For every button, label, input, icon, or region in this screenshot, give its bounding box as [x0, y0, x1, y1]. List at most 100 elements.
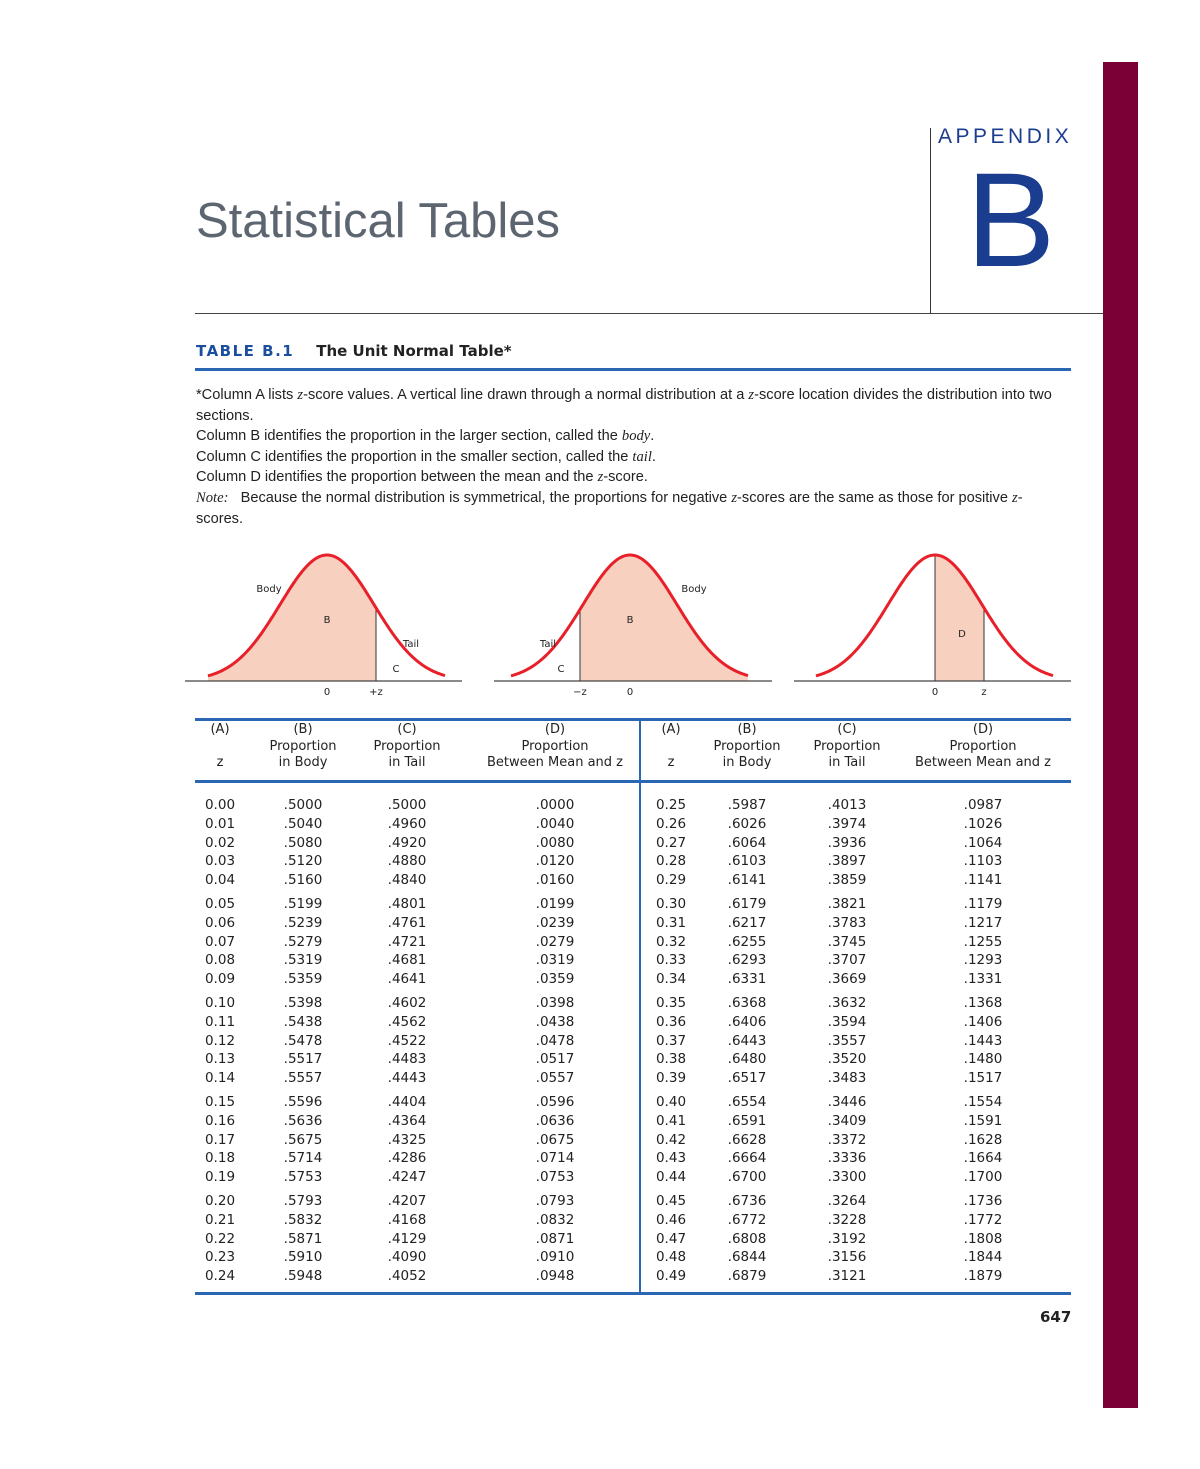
- table-cell: .6700: [727, 1169, 767, 1186]
- footnote-line-2: Column B identifies the proportion in th…: [196, 428, 655, 445]
- table-caption: TABLE B.1 The Unit Normal Table*: [196, 342, 512, 360]
- table-cell: .5793: [283, 1193, 323, 1209]
- table-cell: .0714: [535, 1150, 575, 1167]
- column-header-line2: in Body: [722, 755, 772, 770]
- table-cell: .5910: [283, 1249, 323, 1266]
- column-header-right-2: (C) Proportion in Tail: [813, 722, 880, 772]
- zero-tick-label: 0: [627, 687, 633, 698]
- table-cell: 0.39: [655, 1070, 687, 1087]
- table-cell: .0675: [535, 1131, 575, 1148]
- shaded-area: [580, 555, 748, 681]
- table-cell: .1064: [963, 834, 1003, 851]
- column-header-line1: [661, 739, 680, 756]
- table-cell: .5517: [283, 1051, 323, 1068]
- region-b-label: B: [324, 615, 331, 626]
- table-cell: 0.29: [655, 872, 687, 889]
- column-header-right-3: (D) Proportion Between Mean and z: [915, 722, 1051, 772]
- table-cell: .3409: [827, 1112, 867, 1129]
- table-cell: 0.46: [655, 1211, 687, 1228]
- tail-label: Tail: [402, 639, 419, 650]
- table-cell: 0.18: [204, 1150, 236, 1167]
- table-footnote: *Column A lists z-score values. A vertic…: [196, 385, 1066, 529]
- table-cell: .6179: [727, 896, 767, 912]
- table-cell: .3707: [827, 952, 867, 969]
- table-cell: .6255: [727, 933, 767, 950]
- table-cell: .5438: [283, 1013, 323, 1030]
- caption-rule: [195, 368, 1071, 371]
- table-cell: .3192: [827, 1230, 867, 1247]
- table-cell: 0.19: [204, 1169, 236, 1186]
- table-cell: .3372: [827, 1131, 867, 1148]
- column-header-line1: Proportion: [949, 738, 1017, 754]
- column-header-line2: z: [667, 755, 675, 770]
- table-cell: 0.34: [655, 971, 687, 988]
- table-cell: 0.45: [655, 1193, 687, 1209]
- table-cell: .4325: [387, 1131, 427, 1148]
- column-header-letter: (A): [210, 722, 230, 737]
- table-cell: 0.44: [655, 1169, 687, 1186]
- tail-label: Tail: [539, 639, 556, 650]
- table-cell: .0199: [535, 896, 575, 912]
- table-cell: .6879: [727, 1268, 767, 1285]
- table-cell: .1700: [963, 1169, 1003, 1186]
- table-cell: .6064: [727, 834, 767, 851]
- table-cell: .6026: [727, 815, 767, 832]
- table-cell: 0.42: [655, 1131, 687, 1148]
- table-cell: .6406: [727, 1013, 767, 1030]
- table-cell: .5871: [283, 1230, 323, 1247]
- table-cell: .5199: [283, 896, 323, 912]
- column-header-line2: in Tail: [828, 755, 866, 770]
- table-cell: .6517: [727, 1070, 767, 1087]
- table-cell: 0.27: [655, 834, 687, 851]
- normal-curve: [510, 553, 749, 678]
- table-header: (A) z (B) Proportion in Body (C) Proportion in …: [0, 722, 1200, 782]
- table-cell: .6591: [727, 1112, 767, 1129]
- table-cell: .3783: [827, 914, 867, 931]
- table-cell: 0.48: [655, 1249, 687, 1266]
- table-cell: 0.03: [204, 853, 236, 870]
- table-cell: 0.31: [655, 914, 687, 931]
- table-cell: .0478: [535, 1032, 575, 1049]
- header-rule: [195, 313, 1103, 314]
- column-header-letter: (D): [544, 722, 566, 737]
- region-b-label: B: [627, 615, 634, 626]
- column-header-letter: (C): [397, 722, 417, 737]
- column-header-line2: in Tail: [388, 755, 426, 770]
- table-cell: .0239: [535, 914, 575, 931]
- table-cell: .6664: [727, 1150, 767, 1167]
- table-cell: 0.05: [204, 896, 236, 912]
- column-header-letter: (C): [837, 722, 857, 737]
- table-cell: .3264: [827, 1193, 867, 1209]
- table-cell: .6331: [727, 971, 767, 988]
- table-cell: 0.43: [655, 1150, 687, 1167]
- normal-curve: [815, 553, 1054, 678]
- table-cell: .4286: [387, 1150, 427, 1167]
- table-cell: 0.26: [655, 815, 687, 832]
- column-header-line2: Between Mean and z: [915, 755, 1051, 770]
- table-cell: 0.37: [655, 1032, 687, 1049]
- table-cell: .5319: [283, 952, 323, 969]
- table-cell: .1179: [963, 896, 1003, 912]
- z-tick-label: z: [981, 687, 986, 698]
- column-header-letter: (B): [737, 722, 757, 737]
- table-cell: 0.01: [204, 815, 236, 832]
- table-cell: .4960: [387, 815, 427, 832]
- table-cell: .5832: [283, 1211, 323, 1228]
- table-cell: .5080: [283, 834, 323, 851]
- table-cell: 0.14: [204, 1070, 236, 1087]
- table-cell: .6808: [727, 1230, 767, 1247]
- table-cell: .4013: [827, 797, 867, 813]
- table-cell: 0.06: [204, 914, 236, 931]
- table-cell: .3446: [827, 1094, 867, 1110]
- table-cell: 0.40: [655, 1094, 687, 1110]
- table-cell: .4761: [387, 914, 427, 931]
- zero-tick-label: 0: [932, 687, 938, 698]
- table-cell: .0910: [535, 1249, 575, 1266]
- minus-z-tick-label: −z: [573, 687, 587, 698]
- table-cell: .1628: [963, 1131, 1003, 1148]
- table-cell: .6554: [727, 1094, 767, 1110]
- table-cell: .3336: [827, 1150, 867, 1167]
- table-cell: .4721: [387, 933, 427, 950]
- table-cell: .1736: [963, 1193, 1003, 1209]
- body-label: Body: [256, 584, 281, 595]
